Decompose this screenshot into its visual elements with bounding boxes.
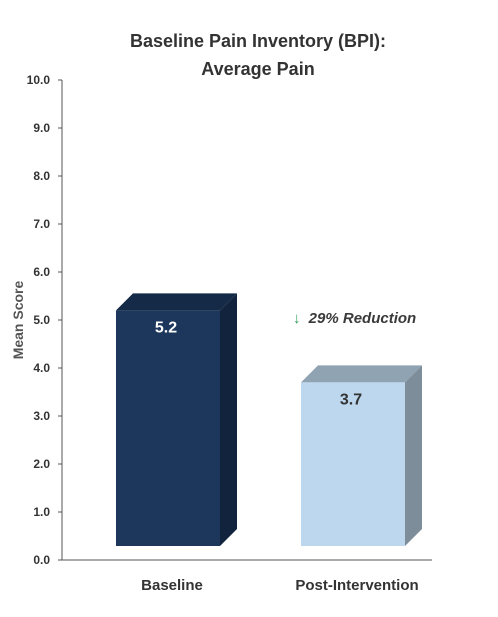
- bar-front-face: [301, 382, 405, 546]
- y-tick-label: 9.0: [33, 121, 50, 135]
- bar-top-face: [116, 293, 237, 311]
- y-tick-label: 10.0: [27, 73, 51, 87]
- y-tick-label: 7.0: [33, 217, 50, 231]
- chart-title-line-2: Average Pain: [201, 59, 314, 79]
- y-tick-label: 8.0: [33, 169, 50, 183]
- y-axis-title: Mean Score: [10, 280, 26, 359]
- y-tick-label: 2.0: [33, 457, 50, 471]
- data-label: 3.7: [340, 391, 362, 408]
- down-arrow-icon: ↓: [293, 310, 301, 327]
- y-tick-label: 0.0: [33, 553, 50, 567]
- y-ticks: 0.0 1.0 2.0 3.0 4.0 5.0 6.0 7.0 8.0 9.0 10.0: [27, 73, 62, 567]
- bar-side-face: [220, 293, 237, 546]
- bar-baseline: 5.2: [116, 293, 237, 546]
- x-tick-labels: Baseline Post-Intervention: [141, 577, 419, 594]
- y-tick-label: 1.0: [33, 505, 50, 519]
- y-tick-label: 4.0: [33, 361, 50, 375]
- bar-post-intervention: 3.7: [301, 365, 422, 546]
- y-tick-label: 3.0: [33, 409, 50, 423]
- bars: 5.2 3.7: [116, 293, 422, 546]
- x-tick-label: Baseline: [141, 577, 203, 594]
- bar-front-face: [116, 310, 220, 546]
- chart-title-line-1: Baseline Pain Inventory (BPI):: [130, 31, 386, 51]
- data-label: 5.2: [155, 319, 177, 336]
- bar-side-face: [405, 365, 422, 546]
- y-tick-label: 5.0: [33, 313, 50, 327]
- bar-top-face: [301, 365, 422, 383]
- x-tick-label: Post-Intervention: [295, 577, 418, 594]
- reduction-text: 29% Reduction: [308, 310, 417, 327]
- y-tick-label: 6.0: [33, 265, 50, 279]
- reduction-annotation: ↓ 29% Reduction: [293, 310, 416, 327]
